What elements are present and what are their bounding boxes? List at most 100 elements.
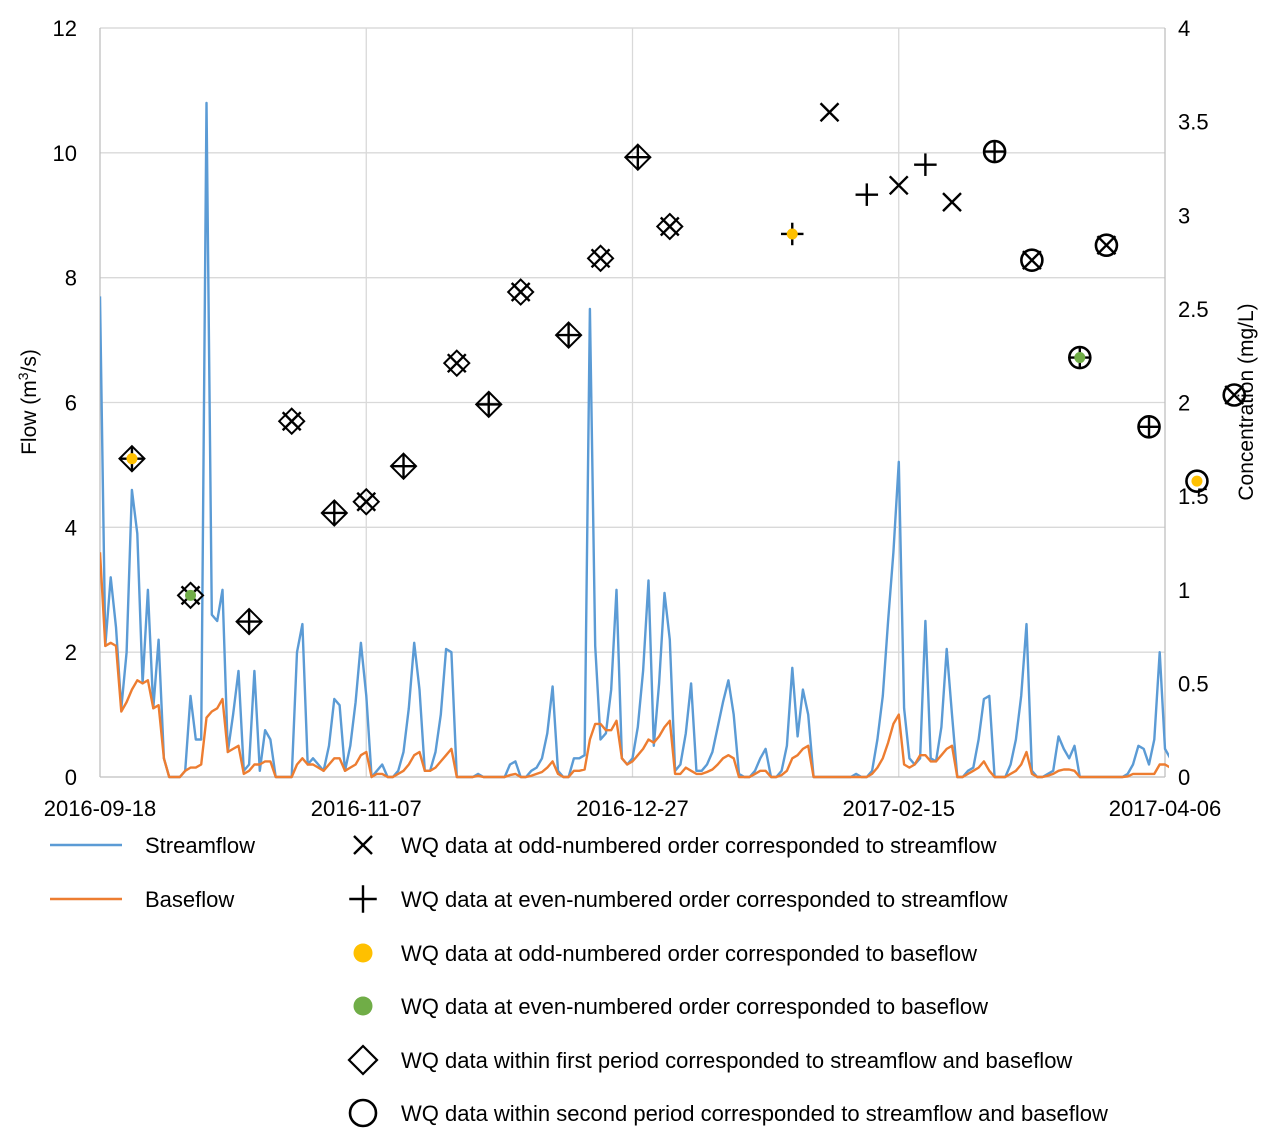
wq-point [474, 390, 503, 419]
legend-marker-circle [348, 1098, 378, 1128]
wq-point [442, 349, 471, 378]
wq-point [1137, 415, 1161, 439]
legend-label-baseflow: Baseflow [145, 887, 234, 912]
wq-point [942, 192, 962, 212]
wq-point [1020, 248, 1044, 272]
x-stroke [1096, 235, 1117, 256]
wq-point [118, 444, 146, 473]
x-stroke [1224, 385, 1245, 405]
wq-point [389, 452, 418, 481]
legend-circle [348, 1098, 378, 1128]
wq-point [888, 175, 909, 196]
y-axis-right-title: Concentration (mg/L) [1235, 303, 1258, 500]
circle-frame [1094, 233, 1119, 258]
x-tick-label: 2017-04-06 [1109, 796, 1222, 821]
x-stroke [1022, 250, 1042, 271]
circle-frame [1222, 383, 1247, 407]
wq-point [655, 212, 684, 241]
wq-dot [126, 453, 138, 465]
legend-marker-label: WQ data at odd-numbered order correspond… [401, 941, 977, 966]
legend: Streamflow Baseflow WQ data at odd-numbere… [50, 833, 1108, 1128]
diamond-frame [235, 607, 264, 636]
diamond-frame [506, 278, 535, 306]
wq-dot [786, 228, 798, 240]
y-right-tick-label: 1.5 [1178, 484, 1209, 509]
wq-point [819, 102, 840, 123]
y-right-tick-label: 2.5 [1178, 297, 1209, 322]
legend-marker-x [353, 835, 373, 855]
x-tick-label: 2016-11-07 [311, 796, 422, 821]
wq-point [1185, 469, 1209, 493]
wq-point [506, 278, 535, 306]
x-stroke [942, 192, 962, 212]
y-left-tick-label: 8 [65, 266, 77, 291]
wq-point [982, 139, 1007, 164]
wq-point [320, 499, 349, 527]
legend-marker-label: WQ data at odd-numbered order correspond… [401, 833, 997, 858]
circle-frame [1068, 345, 1092, 370]
wq-point [914, 153, 937, 176]
tick-labels: 0 2 4 6 8 10 12 0 0.5 1 1.5 2 2.5 3 3.5 4 2016-09-18 2016… [44, 16, 1222, 821]
baseflow-line [100, 552, 1169, 779]
wq-point [352, 487, 381, 516]
legend-label-streamflow: Streamflow [145, 833, 255, 858]
legend-diamond [347, 1044, 379, 1076]
legend-marker-label: WQ data at even-numbered order correspon… [401, 994, 988, 1019]
wq-point [1222, 383, 1247, 407]
y-right-tick-label: 1 [1178, 578, 1190, 603]
y-axis-left-title: Flow (m3/s) [15, 349, 41, 455]
y-right-tick-label: 4 [1178, 16, 1190, 41]
legend-marker-diamond [347, 1044, 379, 1076]
legend-dot [353, 943, 373, 963]
x-tick-label: 2016-12-27 [576, 796, 689, 821]
x-stroke [353, 835, 373, 855]
y-right-tick-label: 0.5 [1178, 671, 1209, 696]
wq-point [1094, 233, 1119, 258]
legend-marker-label: WQ data within second period corresponde… [401, 1101, 1108, 1126]
diamond-frame [655, 212, 684, 241]
diamond-frame [474, 390, 503, 419]
wq-point [277, 407, 306, 436]
wq-point [1068, 345, 1092, 370]
legend-marker-label: WQ data at even-numbered order correspon… [401, 887, 1008, 912]
wq-point [623, 143, 652, 172]
diamond-frame [389, 452, 418, 481]
wq-point [176, 581, 205, 610]
y-right-tick-label: 0 [1178, 765, 1190, 790]
diamond-frame [352, 487, 381, 516]
circle-frame [1020, 248, 1044, 272]
x-tick-label: 2016-09-18 [44, 796, 157, 821]
x-stroke [888, 175, 909, 196]
y-right-tick-label: 2 [1178, 391, 1190, 416]
legend-marker-label: WQ data within first period corresponded… [401, 1048, 1072, 1073]
legend-marker-dot-yellow [353, 943, 373, 963]
diamond-frame [118, 444, 146, 473]
gridlines [100, 27, 1165, 777]
y-left-tick-label: 2 [65, 640, 77, 665]
wq-dot [1191, 475, 1203, 487]
wq-point [855, 183, 879, 206]
legend-marker-plus [349, 885, 377, 913]
circle-frame [1137, 415, 1161, 439]
circle-frame [1185, 469, 1209, 493]
diamond-frame [554, 321, 583, 350]
wq-dot [1074, 352, 1086, 364]
diamond-frame [320, 499, 349, 527]
flow-series [100, 101, 1169, 779]
y-left-tick-label: 4 [65, 515, 77, 540]
circle-frame [982, 139, 1007, 164]
wq-markers [118, 102, 1247, 636]
wq-dot [185, 589, 197, 601]
y-left-tick-label: 10 [53, 141, 77, 166]
x-stroke [819, 102, 840, 123]
wq-point [781, 222, 804, 246]
legend-marker-dot-green [353, 996, 373, 1016]
legend-dot [353, 996, 373, 1016]
wq-point [586, 244, 615, 273]
wq-point [554, 321, 583, 350]
diamond-frame [176, 581, 205, 610]
diamond-frame [442, 349, 471, 378]
y-left-tick-label: 6 [65, 391, 77, 416]
